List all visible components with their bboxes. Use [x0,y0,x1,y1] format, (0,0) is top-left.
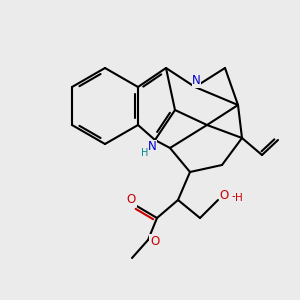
Text: N: N [148,140,156,153]
Text: O: O [219,189,229,202]
Text: O: O [127,193,136,206]
Text: H: H [235,193,243,202]
Text: H: H [141,148,148,158]
Text: O: O [150,235,159,248]
Text: -: - [231,190,236,203]
Text: N: N [192,74,201,88]
